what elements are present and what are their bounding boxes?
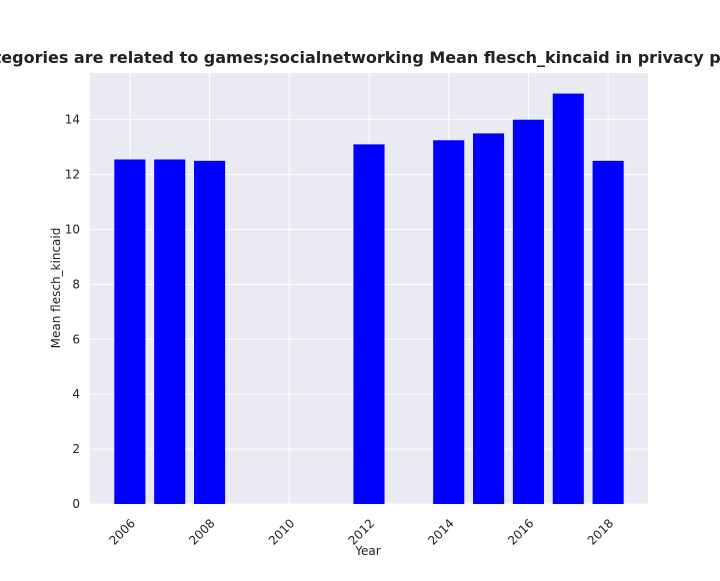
chart-title: Apps when categories are related to game… — [0, 48, 720, 67]
y-tick-label: 0 — [72, 497, 80, 511]
y-tick-label: 14 — [65, 113, 80, 127]
y-tick-label: 12 — [65, 168, 80, 182]
x-tick-label: 2014 — [425, 516, 456, 547]
y-tick-label: 6 — [72, 332, 80, 346]
bar-2006 — [114, 159, 146, 504]
bar-2015 — [473, 133, 505, 504]
y-tick-label: 2 — [72, 442, 80, 456]
bar-2008 — [194, 160, 226, 504]
y-tick-label: 8 — [72, 277, 80, 291]
bars — [114, 93, 624, 504]
bar-2012 — [353, 144, 385, 504]
x-tick-label: 2016 — [505, 516, 536, 547]
x-tick-label: 2012 — [346, 516, 377, 547]
x-tick-label: 2018 — [585, 516, 616, 547]
bar-2007 — [154, 159, 186, 504]
x-tick-label: 2006 — [106, 516, 137, 547]
bar-2014 — [433, 140, 465, 504]
x-tick-label: 2008 — [186, 516, 217, 547]
x-tick-label: 2010 — [266, 516, 297, 547]
y-tick-label: 4 — [72, 387, 80, 401]
bar-2016 — [512, 119, 544, 504]
y-axis-label: Mean flesch_kincaid — [49, 228, 63, 349]
x-tick-labels: 2006 2008 2010 2012 2014 2016 2018 — [106, 516, 616, 547]
bar-2017 — [552, 93, 584, 504]
y-tick-label: 10 — [65, 222, 80, 236]
x-axis-label: Year — [354, 544, 380, 558]
y-tick-labels: 0 2 4 6 8 10 12 14 — [65, 113, 80, 511]
bar-2018 — [592, 160, 624, 504]
